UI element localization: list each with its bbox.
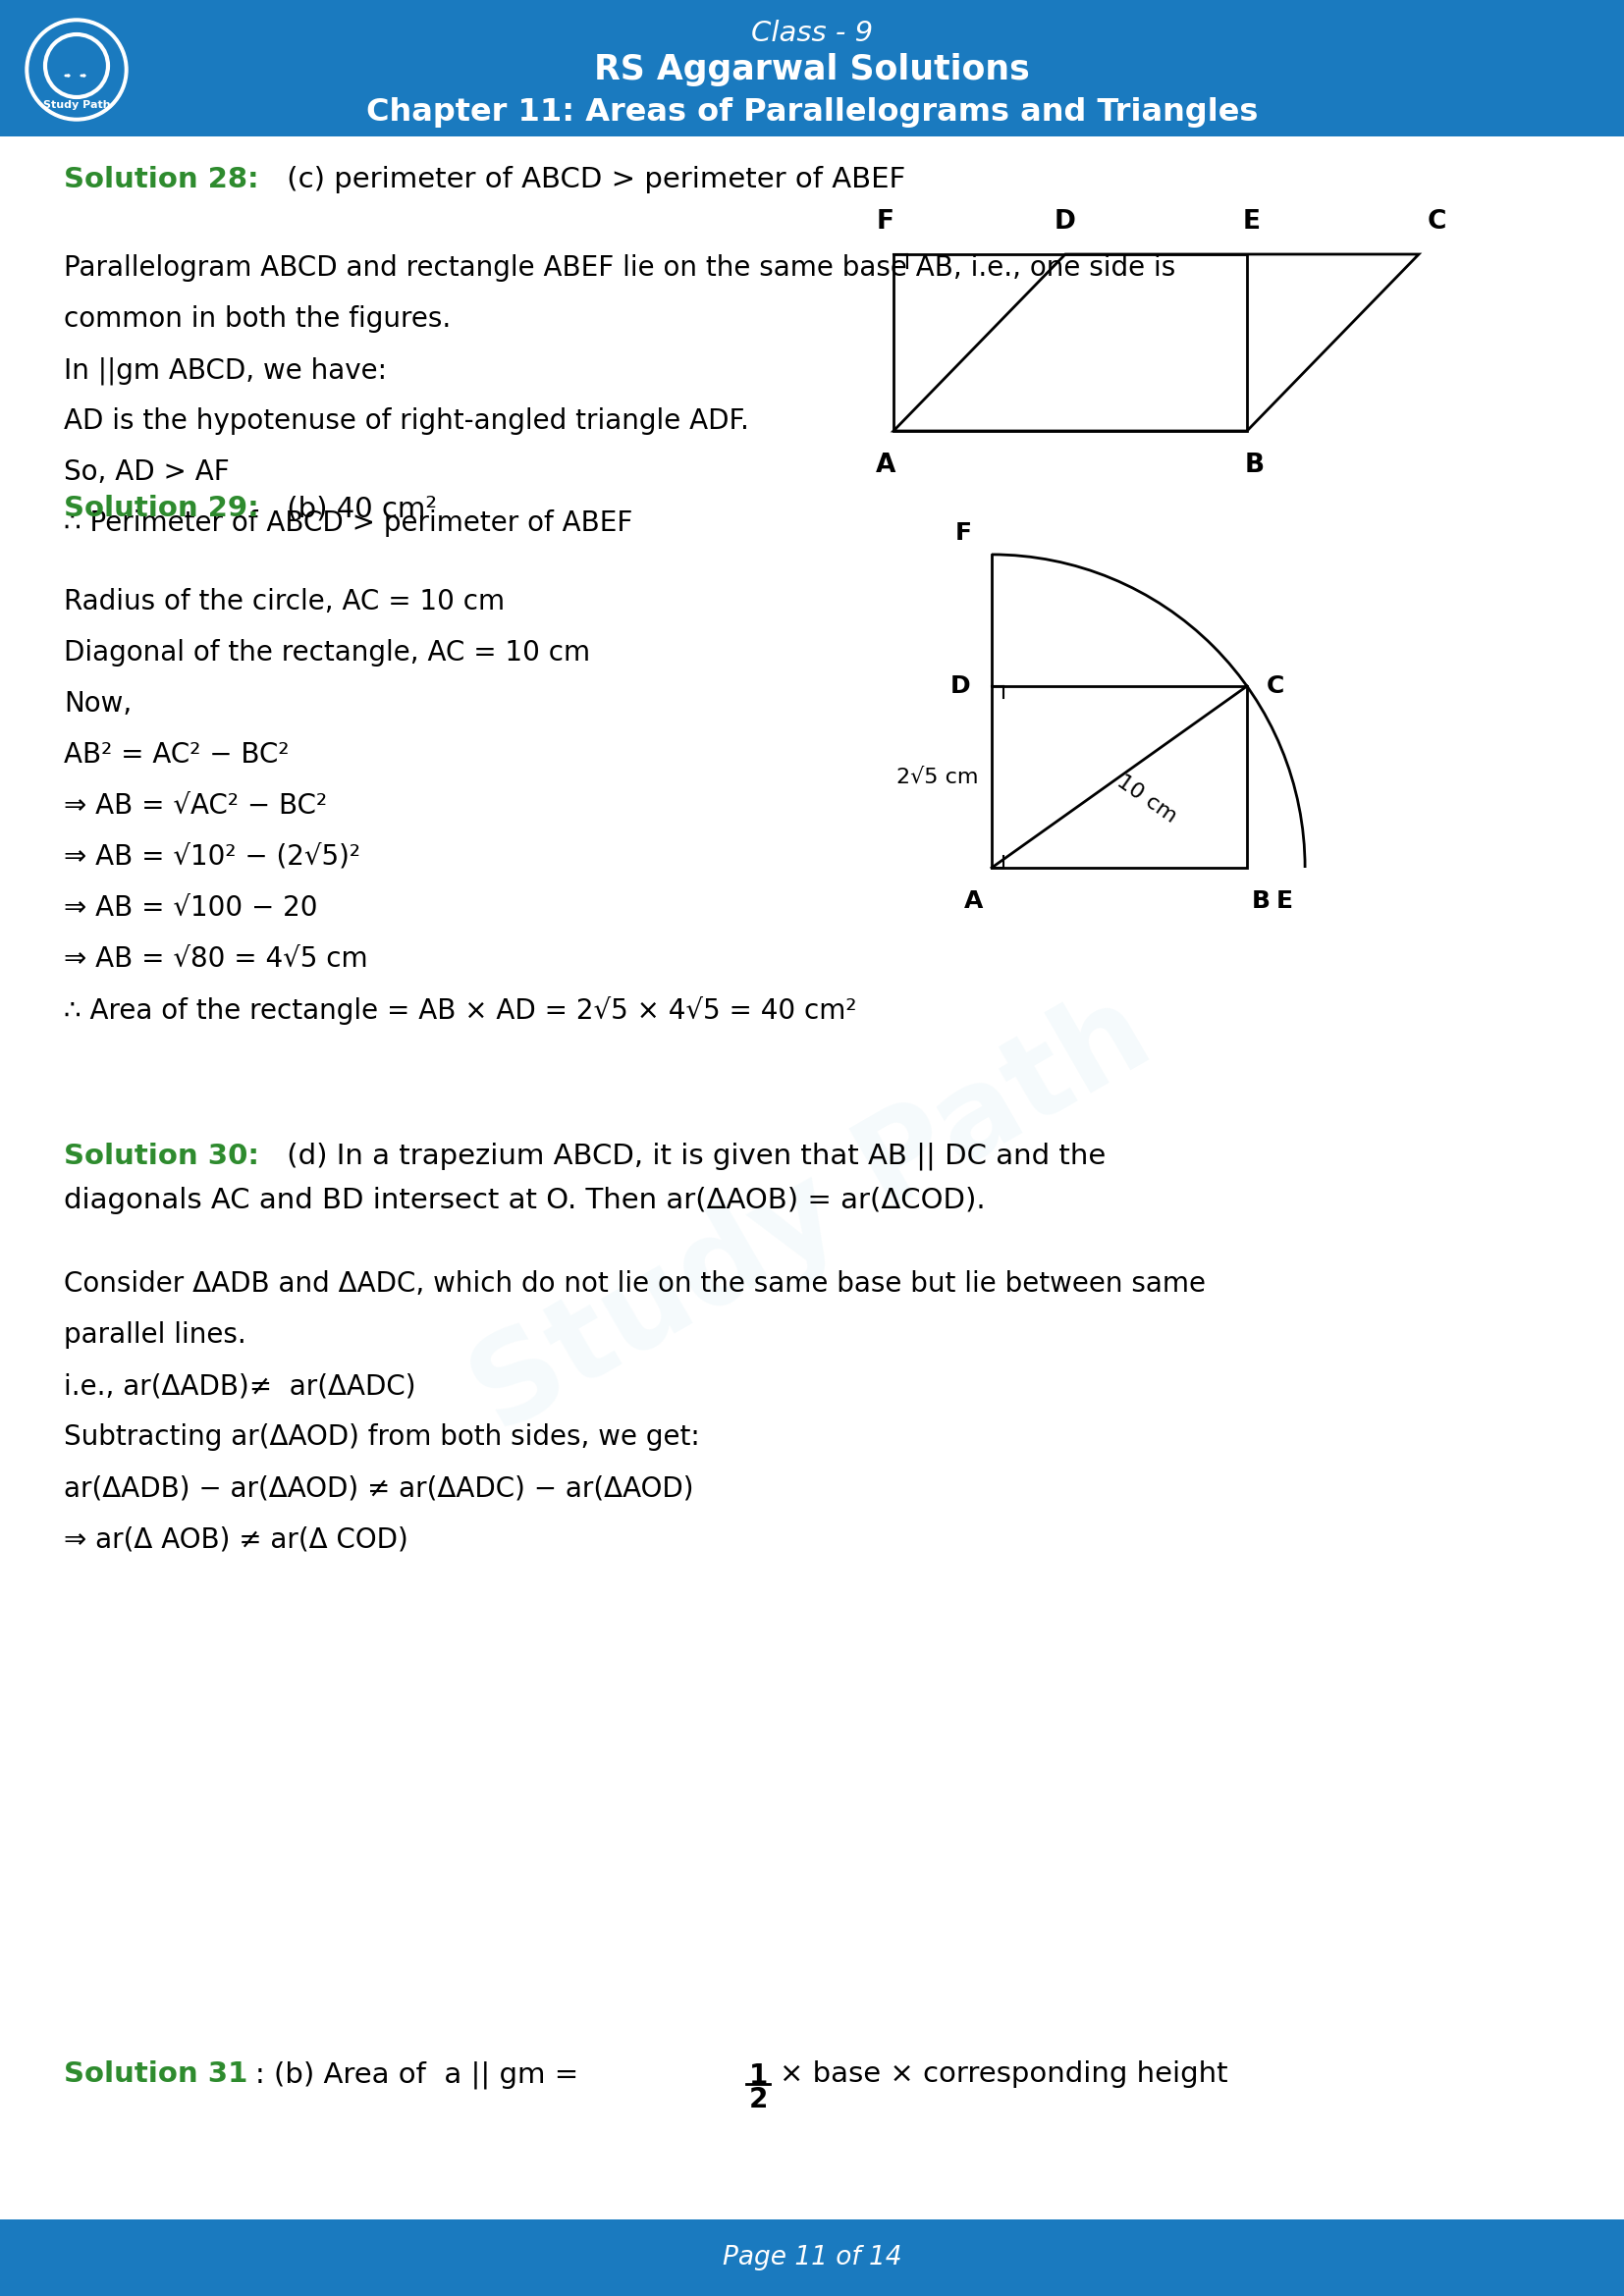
Text: Subtracting ar(ΔAOD) from both sides, we get:: Subtracting ar(ΔAOD) from both sides, we… — [63, 1424, 700, 1451]
Text: (d) In a trapezium ABCD, it is given that AB || DC and the: (d) In a trapezium ABCD, it is given tha… — [278, 1143, 1106, 1171]
Text: C: C — [1267, 675, 1285, 698]
Text: Solution 31: Solution 31 — [63, 2060, 248, 2087]
Text: AB² = AC² − BC²: AB² = AC² − BC² — [63, 742, 289, 769]
Circle shape — [26, 18, 128, 122]
Text: × base × corresponding height: × base × corresponding height — [780, 2060, 1228, 2087]
Text: Consider ΔADB and ΔADC, which do not lie on the same base but lie between same: Consider ΔADB and ΔADC, which do not lie… — [63, 1270, 1205, 1297]
Text: ⇒ AB = √80 = 4√5 cm: ⇒ AB = √80 = 4√5 cm — [63, 946, 367, 974]
Text: AD is the hypotenuse of right-angled triangle ADF.: AD is the hypotenuse of right-angled tri… — [63, 406, 749, 434]
Text: C: C — [1427, 209, 1445, 234]
Text: i.e., ar(ΔADB)≠  ar(ΔADC): i.e., ar(ΔADB)≠ ar(ΔADC) — [63, 1373, 416, 1401]
Text: ⇒ AB = √100 − 20: ⇒ AB = √100 − 20 — [63, 893, 318, 921]
Text: B: B — [1246, 452, 1265, 478]
Text: D: D — [1054, 209, 1077, 234]
Text: D: D — [950, 675, 970, 698]
Text: Radius of the circle, AC = 10 cm: Radius of the circle, AC = 10 cm — [63, 588, 505, 615]
Text: Solution 28:: Solution 28: — [63, 165, 258, 193]
Text: : (b) Area of  a || gm =: : (b) Area of a || gm = — [255, 2060, 588, 2089]
Text: A: A — [875, 452, 896, 478]
Text: Solution 29:: Solution 29: — [63, 494, 258, 521]
Text: ∴ Perimeter of ABCD > perimeter of ABEF: ∴ Perimeter of ABCD > perimeter of ABEF — [63, 510, 633, 537]
Text: E: E — [1242, 209, 1260, 234]
Text: 1: 1 — [749, 2062, 768, 2089]
Text: ∴ Area of the rectangle = AB × AD = 2√5 × 4√5 = 40 cm²: ∴ Area of the rectangle = AB × AD = 2√5 … — [63, 996, 857, 1024]
Text: B: B — [1252, 889, 1270, 914]
FancyBboxPatch shape — [0, 0, 1624, 135]
Text: ar(ΔADB) − ar(ΔAOD) ≠ ar(ΔADC) − ar(ΔAOD): ar(ΔADB) − ar(ΔAOD) ≠ ar(ΔADC) − ar(ΔAOD… — [63, 1474, 693, 1502]
Text: F: F — [955, 521, 973, 544]
Text: parallel lines.: parallel lines. — [63, 1320, 247, 1348]
Text: common in both the figures.: common in both the figures. — [63, 305, 451, 333]
Text: 10 cm: 10 cm — [1114, 771, 1181, 827]
Text: RS Aggarwal Solutions: RS Aggarwal Solutions — [594, 53, 1030, 87]
Text: F: F — [877, 209, 895, 234]
Text: (c) perimeter of ABCD > perimeter of ABEF: (c) perimeter of ABCD > perimeter of ABE… — [278, 165, 906, 193]
Text: Page 11 of 14: Page 11 of 14 — [723, 2245, 901, 2271]
Text: E: E — [1276, 889, 1293, 914]
Text: (b) 40 cm²: (b) 40 cm² — [278, 494, 437, 521]
Text: Chapter 11: Areas of Parallelograms and Triangles: Chapter 11: Areas of Parallelograms and … — [365, 96, 1259, 126]
Text: A: A — [965, 889, 984, 914]
Text: So, AD > AF: So, AD > AF — [63, 459, 229, 487]
Text: ⇒ AB = √10² − (2√5)²: ⇒ AB = √10² − (2√5)² — [63, 843, 361, 870]
Text: ⇒ ar(Δ AOB) ≠ ar(Δ COD): ⇒ ar(Δ AOB) ≠ ar(Δ COD) — [63, 1525, 408, 1552]
Text: In ||gm ABCD, we have:: In ||gm ABCD, we have: — [63, 356, 387, 383]
Text: Now,: Now, — [63, 691, 132, 719]
Text: Diagonal of the rectangle, AC = 10 cm: Diagonal of the rectangle, AC = 10 cm — [63, 638, 590, 666]
Text: 2√5 cm: 2√5 cm — [896, 767, 979, 788]
Text: Study Path: Study Path — [453, 974, 1171, 1458]
Text: ⇒ AB = √AC² − BC²: ⇒ AB = √AC² − BC² — [63, 792, 326, 820]
Text: 2: 2 — [749, 2087, 768, 2112]
FancyBboxPatch shape — [0, 2220, 1624, 2296]
Text: diagonals AC and BD intersect at O. Then ar(ΔAOB) = ar(ΔCOD).: diagonals AC and BD intersect at O. Then… — [63, 1187, 986, 1215]
Text: Parallelogram ABCD and rectangle ABEF lie on the same base AB, i.e., one side is: Parallelogram ABCD and rectangle ABEF li… — [63, 255, 1176, 282]
Text: Solution 30:: Solution 30: — [63, 1143, 260, 1171]
Text: Class - 9: Class - 9 — [750, 21, 874, 48]
Text: Study Path: Study Path — [42, 101, 110, 110]
Circle shape — [29, 23, 123, 117]
